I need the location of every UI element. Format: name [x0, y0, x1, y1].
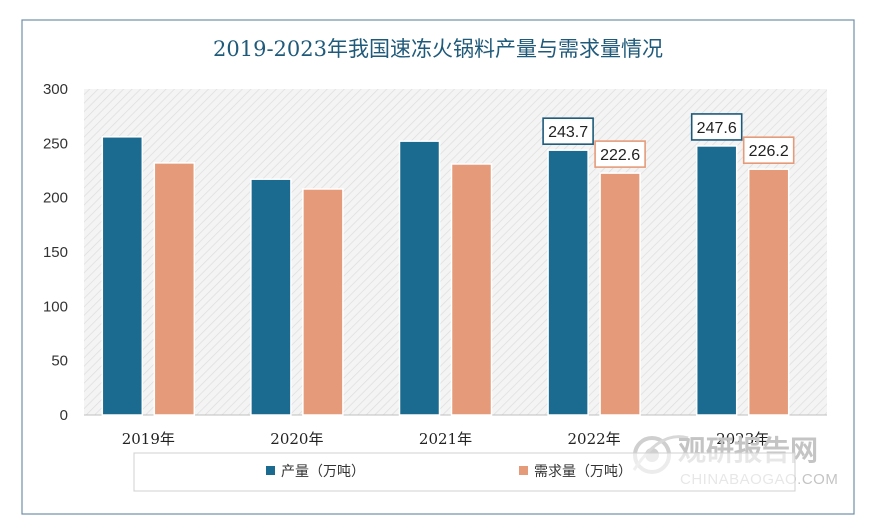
x-tick-label: 2021年 [419, 430, 472, 448]
bar-production [250, 178, 292, 416]
bar-demand [153, 162, 196, 416]
data-label-box [594, 140, 646, 168]
data-label: 226.2 [749, 143, 789, 160]
y-tick-label: 150 [43, 244, 68, 261]
data-label-box [742, 136, 795, 164]
bars-group: 243.7 222.6 247.6 226.2 [101, 113, 795, 416]
legend-swatch-demand [519, 466, 528, 475]
bar-production [547, 149, 589, 416]
bar-demand [450, 163, 493, 416]
legend-label-demand: 需求量（万吨） [534, 464, 632, 480]
data-label-box [690, 113, 743, 141]
data-label: 247.6 [697, 120, 737, 137]
bar-production [695, 145, 738, 416]
legend-swatch-production [266, 466, 275, 475]
bar-demand [302, 188, 344, 416]
legend-item-demand: 需求量（万吨） [519, 464, 632, 480]
x-axis: 2019年 2020年 2021年 2022年 2023年 [122, 430, 770, 448]
legend-box [133, 452, 796, 492]
chart-title: 2019-2023年我国速冻火锅料产量与需求量情况 [213, 37, 663, 61]
y-tick-label: 300 [43, 81, 68, 98]
data-label: 243.7 [548, 124, 588, 141]
y-tick-label: 250 [43, 135, 68, 152]
x-tick-label: 2023年 [716, 430, 769, 448]
x-tick-label: 2022年 [568, 430, 621, 448]
x-tick-label: 2020年 [270, 430, 323, 448]
y-axis: 0 50 100 150 200 250 300 [43, 81, 68, 424]
bar-demand [747, 168, 790, 416]
data-label-box [542, 117, 594, 145]
y-tick-label: 50 [51, 353, 68, 370]
legend-label-production: 产量（万吨） [281, 464, 365, 480]
bar-demand [599, 172, 641, 416]
bar-production [101, 136, 144, 416]
x-tick-label: 2019年 [122, 430, 175, 448]
y-tick-label: 0 [60, 407, 68, 424]
data-label: 222.6 [600, 147, 640, 164]
y-tick-label: 200 [43, 190, 68, 207]
bar-production [398, 140, 441, 416]
legend-item-production: 产量（万吨） [266, 464, 365, 480]
y-tick-label: 100 [43, 298, 68, 315]
